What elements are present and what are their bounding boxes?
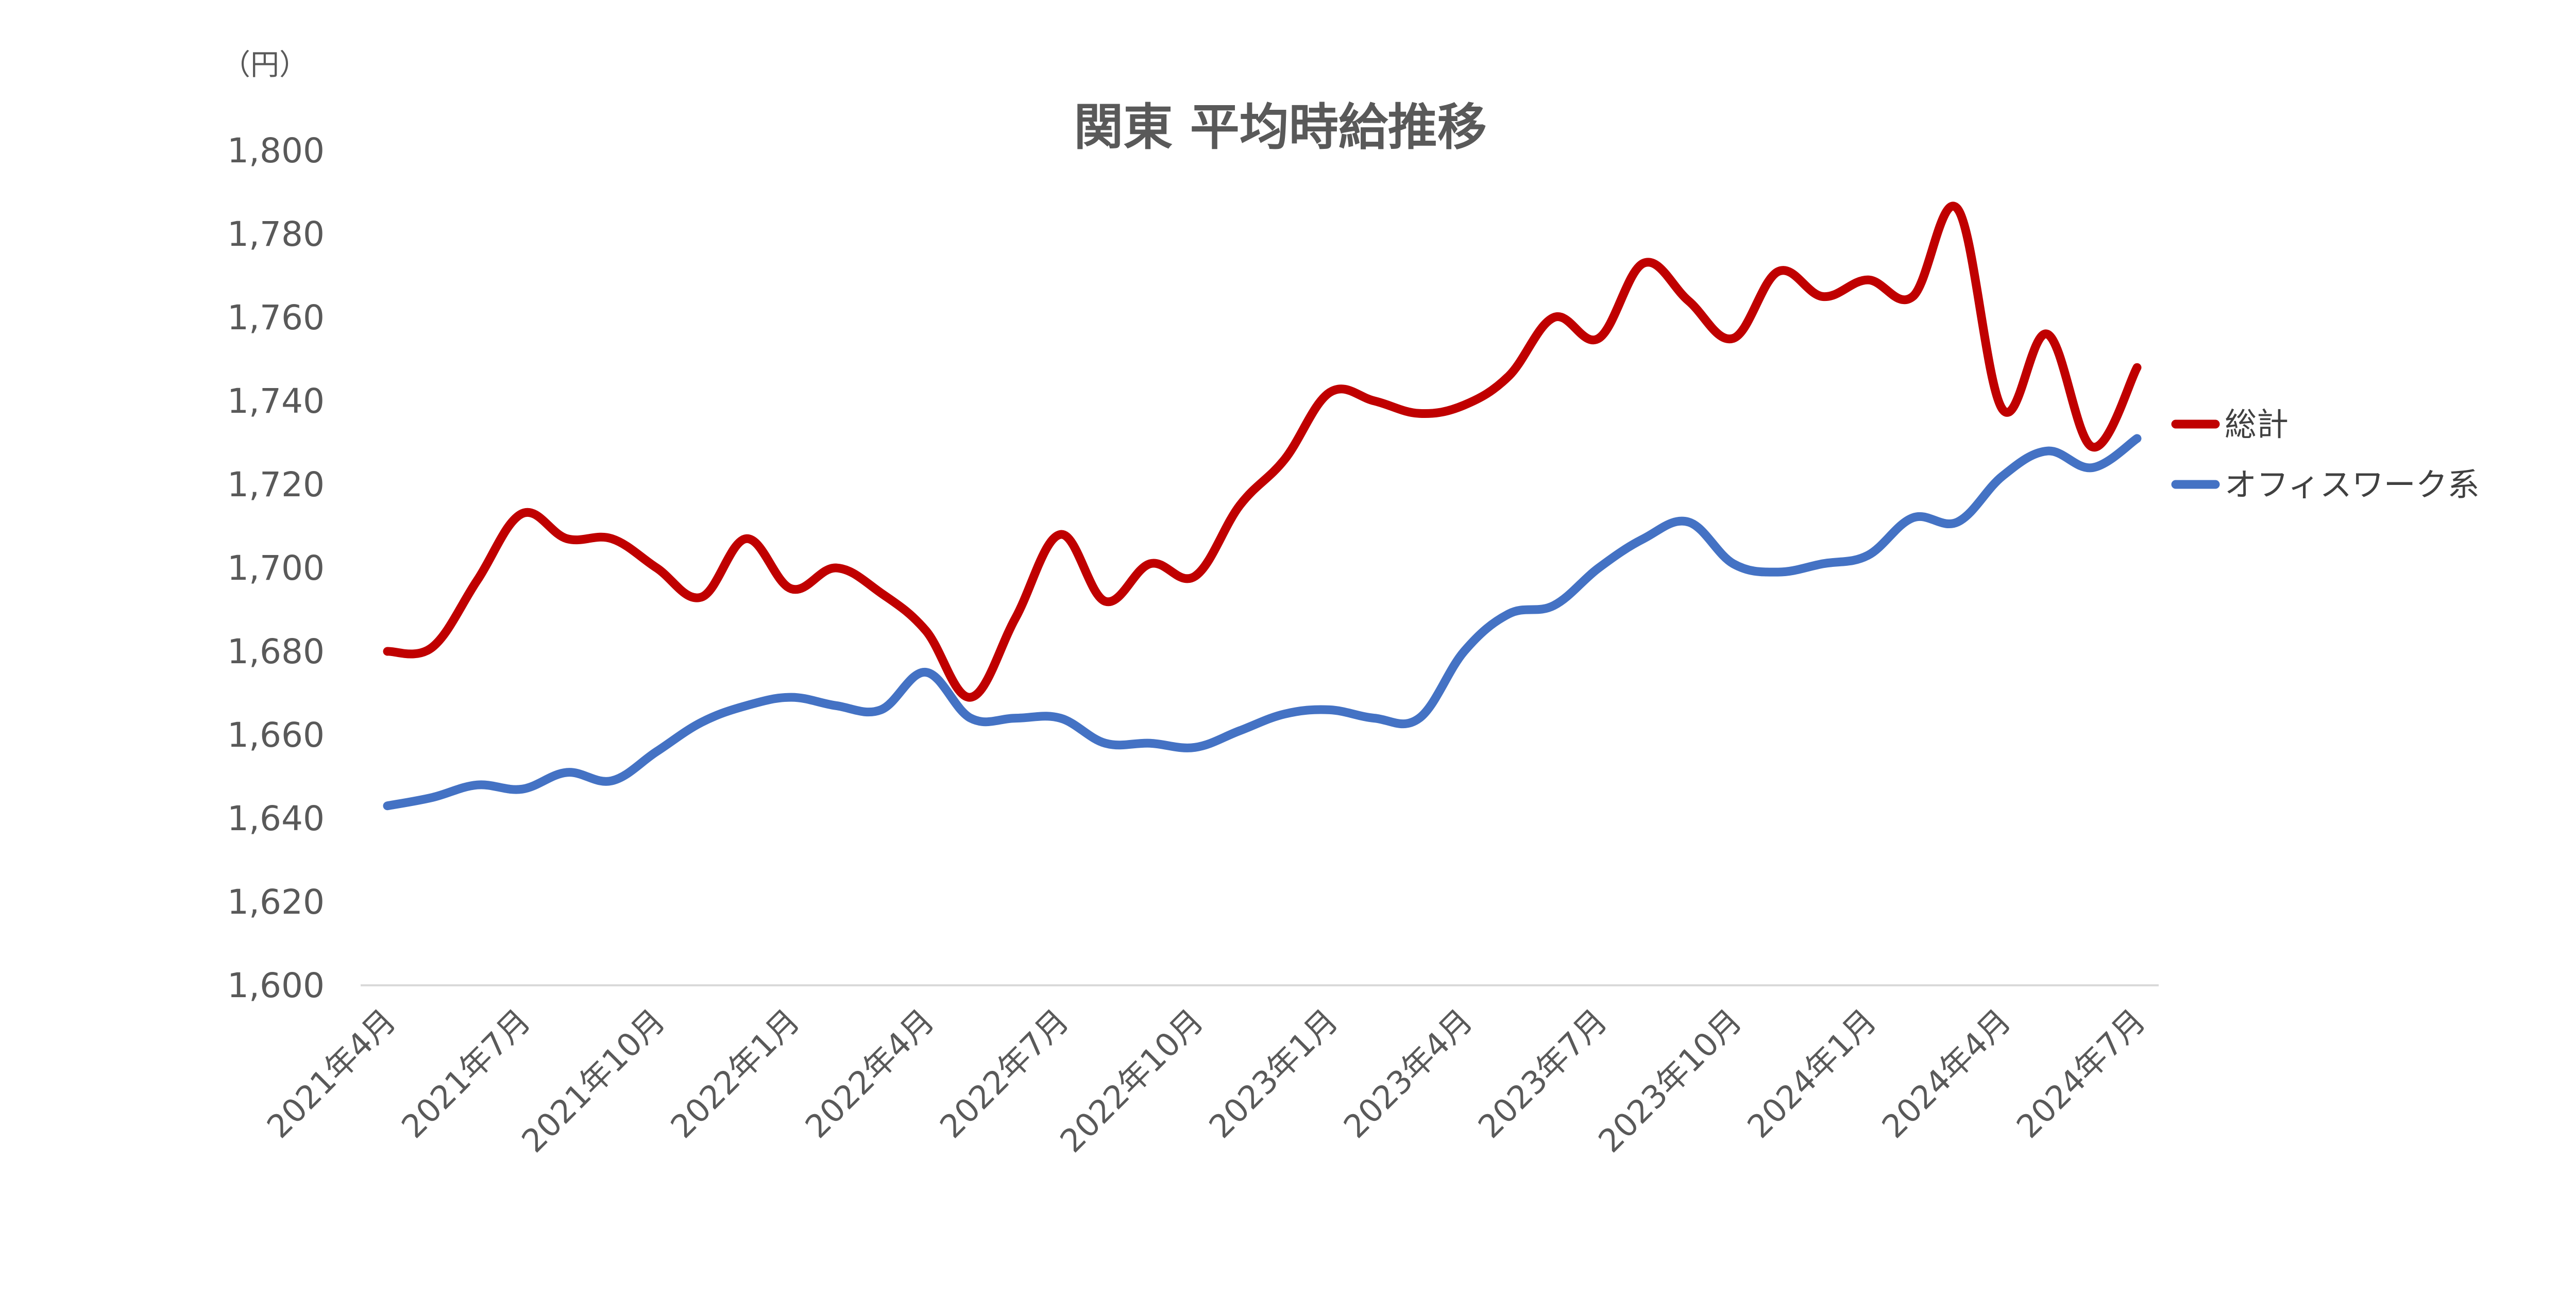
y-tick-label: 1,660 xyxy=(227,715,325,755)
series-line xyxy=(383,201,2142,702)
x-tick-label: 2024年7月 xyxy=(2009,1002,2153,1146)
x-tick-label: 2023年7月 xyxy=(1471,1002,1615,1146)
legend-label: 総計 xyxy=(2225,406,2289,443)
y-axis-ticks: 1,600 1,620 1,640 1,660 1,680 1,700 1,720 1,740… xyxy=(227,131,325,1005)
x-tick-label: 2023年4月 xyxy=(1336,1002,1480,1146)
x-tick-label: 2022年10月 xyxy=(1053,1002,1211,1160)
x-axis-ticks: 2021年4月2021年7月2021年10月2022年1月2022年4月2022… xyxy=(260,1002,2153,1160)
x-tick-label: 2023年10月 xyxy=(1591,1002,1749,1160)
y-tick-label: 1,780 xyxy=(227,214,325,254)
y-tick-label: 1,700 xyxy=(227,548,325,588)
y-tick-label: 1,640 xyxy=(227,799,325,838)
y-tick-label: 1,680 xyxy=(227,632,325,671)
y-tick-label: 1,760 xyxy=(227,298,325,338)
x-tick-label: 2022年7月 xyxy=(933,1002,1076,1146)
x-tick-label: 2021年10月 xyxy=(514,1002,672,1160)
y-tick-label: 1,600 xyxy=(227,966,325,1005)
y-tick-label: 1,800 xyxy=(227,131,325,171)
x-tick-label: 2021年7月 xyxy=(394,1002,538,1146)
legend-label: オフィスワーク系 xyxy=(2225,466,2480,503)
series-line xyxy=(383,434,2142,811)
y-tick-label: 1,720 xyxy=(227,465,325,505)
x-tick-label: 2021年4月 xyxy=(260,1002,403,1146)
y-tick-label: 1,740 xyxy=(227,381,325,421)
x-tick-label: 2022年4月 xyxy=(798,1002,942,1146)
x-tick-label: 2023年1月 xyxy=(1201,1002,1345,1146)
chart-title: 関東 平均時給推移 xyxy=(1074,98,1486,156)
y-unit-label: （円） xyxy=(222,48,308,82)
x-tick-label: 2022年1月 xyxy=(664,1002,807,1146)
x-tick-label: 2024年4月 xyxy=(1875,1002,2019,1146)
series-lines xyxy=(383,201,2142,811)
x-tick-label: 2024年1月 xyxy=(1740,1002,1884,1146)
y-tick-label: 1,620 xyxy=(227,882,325,922)
